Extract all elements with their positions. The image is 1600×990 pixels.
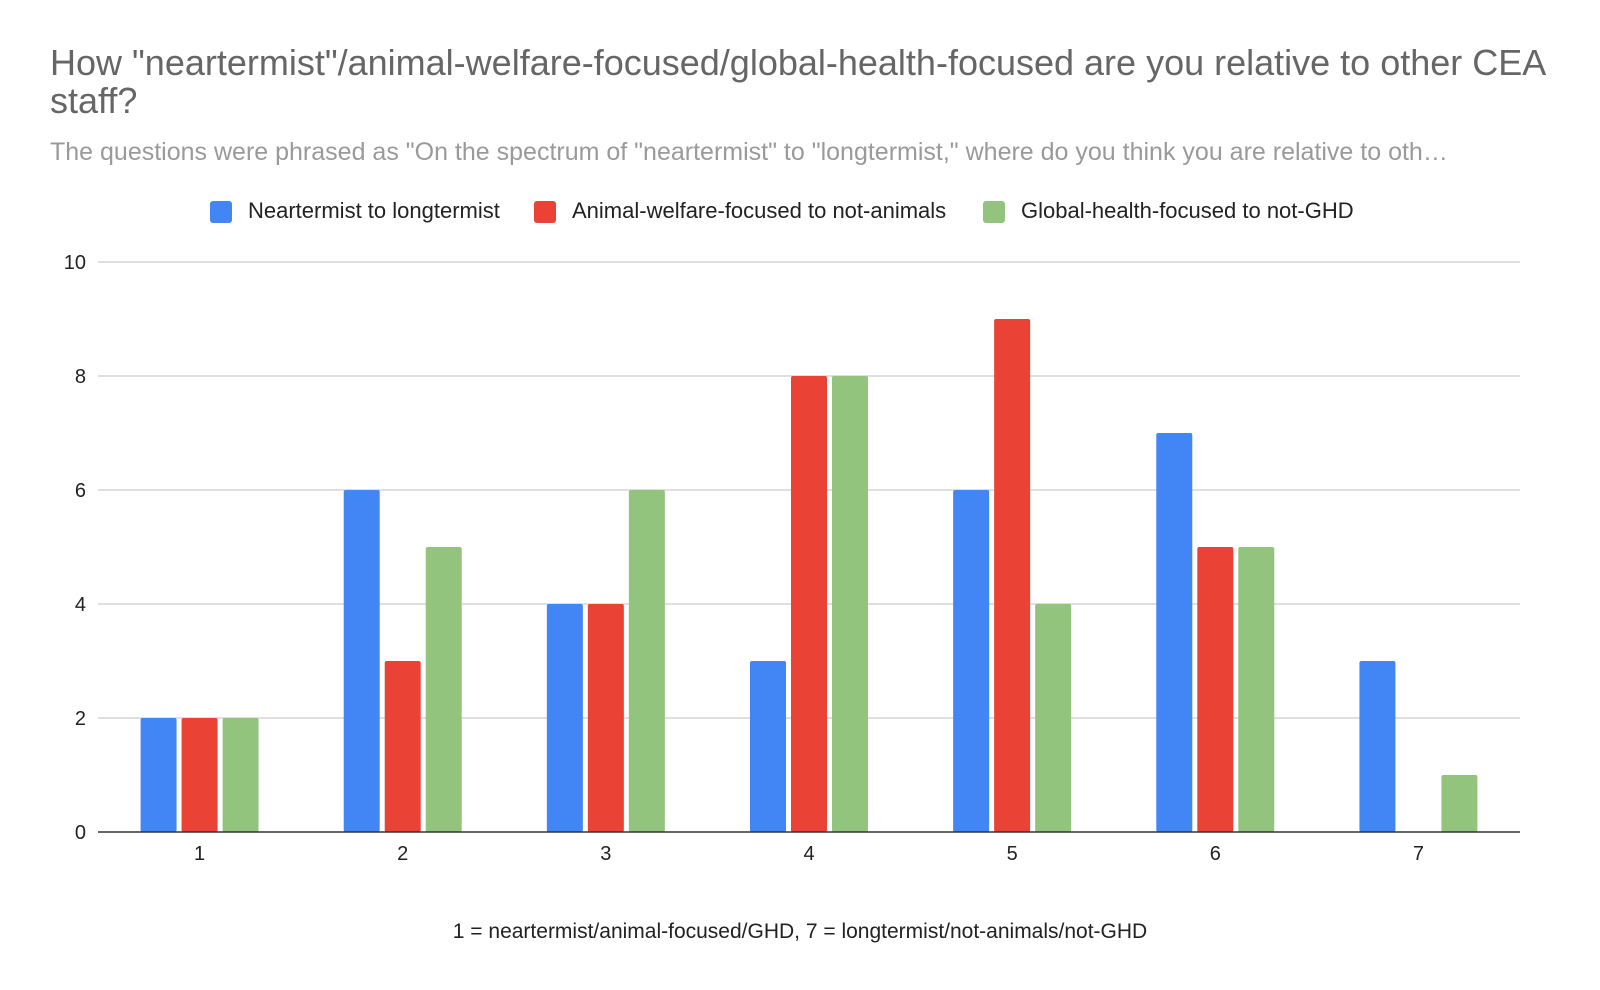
legend-label-neartermist: Neartermist to longtermist [248,198,500,223]
bar-2-cat-5 [994,319,1031,832]
chart-title: How "neartermist"/animal-welfare-focused… [50,42,1545,121]
x-tick-label: 2 [397,843,408,865]
y-tick-label: 0 [75,822,86,844]
x-tick-label: 7 [1413,843,1424,865]
y-tick-label: 4 [75,594,86,616]
bar-3-cat-5 [1035,604,1072,832]
y-tick-label: 6 [75,480,86,502]
bar-2-cat-6 [1197,547,1234,832]
bar-2-cat-2 [384,661,421,832]
y-tick-label: 10 [64,252,86,274]
x-tick-label: 3 [600,843,611,865]
bar-2-cat-4 [791,376,827,832]
x-tick-label: 4 [803,843,814,865]
bar-3-cat-4 [832,376,868,832]
legend-swatch-neartermist [210,201,232,223]
x-tick-label: 6 [1210,843,1221,865]
bar-3-cat-2 [425,547,462,832]
legend-swatch-global-health [983,201,1005,223]
chart-legend: Neartermist to longtermist Animal-welfar… [0,196,1600,226]
bar-3-cat-6 [1238,547,1275,832]
bar-1-cat-6 [1156,433,1193,832]
bar-1-cat-4 [750,661,786,832]
bar-3-cat-3 [628,490,665,832]
bar-3-cat-7 [1441,775,1478,832]
x-axis-title: 1 = neartermist/animal-focused/GHD, 7 = … [452,920,1148,943]
y-tick-label: 8 [75,366,86,388]
legend-swatch-animal-welfare [534,201,556,223]
bar-1-cat-2 [343,490,380,832]
bar-2-cat-1 [181,718,218,832]
y-tick-label: 2 [75,708,86,730]
bar-3-cat-1 [222,718,259,832]
legend-label-animal-welfare: Animal-welfare-focused to not-animals [572,198,947,223]
bar-1-cat-7 [1359,661,1396,832]
bar-1-cat-5 [953,490,990,832]
x-tick-label: 5 [1007,843,1018,865]
x-tick-label: 1 [194,843,205,865]
bar-1-cat-3 [546,604,583,832]
bar-1-cat-1 [140,718,177,832]
legend-label-global-health: Global-health-focused to not-GHD [1021,198,1354,223]
bar-2-cat-3 [587,604,624,832]
